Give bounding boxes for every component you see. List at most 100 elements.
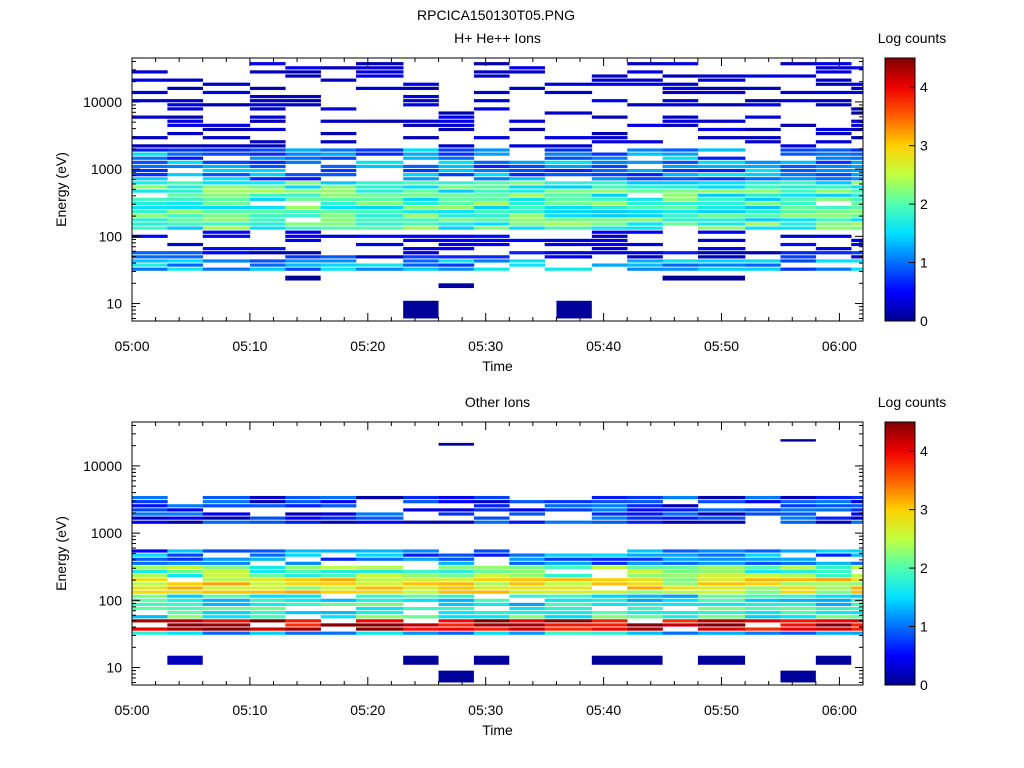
spectrogram-cell (851, 90, 863, 95)
spectrogram-cell (403, 569, 439, 574)
spectrogram-cell (509, 197, 545, 201)
y-tick-label: 10 (106, 660, 122, 676)
colorbar-tick-label: 2 (920, 196, 928, 212)
spectrogram-cell (509, 508, 545, 512)
spectrogram-cell (285, 205, 321, 210)
spectrogram-cell (167, 611, 204, 615)
spectrogram-cell (745, 140, 781, 144)
spectrogram-cell (780, 594, 817, 598)
spectrogram-cell (167, 164, 204, 169)
spectrogram-cell (662, 201, 699, 206)
spectrogram-cell (745, 594, 781, 598)
spectrogram-cell (285, 185, 321, 189)
spectrogram-cell (591, 263, 628, 267)
spectrogram-cell (403, 164, 439, 169)
spectrogram-cell (851, 615, 863, 619)
spectrogram-cell (591, 598, 628, 602)
spectrogram-cell (780, 586, 817, 590)
spectrogram-cell (851, 214, 863, 218)
spectrogram-cell (320, 164, 357, 169)
spectrogram-cell (509, 631, 545, 635)
spectrogram-cell (202, 500, 251, 504)
spectrogram-cell (780, 512, 817, 516)
spectrogram-cell (132, 598, 168, 602)
spectrogram-cell (851, 553, 863, 557)
spectrogram-cell (780, 148, 817, 152)
spectrogram-cell (851, 197, 863, 201)
spectrogram-cell (202, 160, 251, 164)
colorbar (884, 57, 916, 322)
spectrogram-cell (202, 569, 251, 574)
spectrogram-cell (473, 508, 510, 512)
spectrogram-cell (627, 520, 663, 524)
spectrogram-cell (285, 189, 321, 193)
spectrogram-cell (627, 201, 663, 206)
spectrogram-cell (509, 119, 545, 123)
spectrogram-cell (249, 94, 286, 99)
spectrogram-cell (132, 144, 168, 148)
spectrogram-cell (285, 99, 321, 103)
x-axis-label: Time (482, 722, 513, 738)
colorbar-tick-label: 2 (920, 560, 928, 576)
spectrogram-cell (697, 136, 746, 140)
spectrogram-cell (167, 78, 204, 82)
spectrogram-cell (544, 238, 593, 243)
spectrogram-cell (320, 201, 357, 206)
spectrogram-cell (662, 86, 699, 90)
spectrogram-cell (320, 152, 357, 156)
spectrogram-cell (851, 565, 863, 570)
spectrogram-cell (167, 156, 204, 160)
spectrogram-cell (591, 189, 628, 193)
spectrogram-cell (544, 181, 593, 185)
spectrogram-cell (627, 160, 663, 164)
spectrogram-cell (662, 565, 699, 570)
spectrogram-cell (202, 267, 251, 271)
spectrogram-cell (544, 164, 593, 169)
spectrogram-cell (662, 205, 699, 210)
spectrogram-cell (356, 193, 404, 197)
spectrogram-cell (438, 267, 475, 271)
colorbar-tick-label: 3 (920, 138, 928, 154)
spectrogram-cell (851, 185, 863, 189)
spectrogram-cell (627, 508, 663, 512)
spectrogram-cell (544, 627, 593, 631)
spectrogram-cell (697, 255, 746, 259)
spectrogram-cell (132, 259, 168, 263)
spectrogram-cell (167, 569, 204, 574)
spectrogram-cell (167, 565, 204, 570)
spectrogram-cell (249, 226, 286, 230)
spectrogram-cell (403, 549, 439, 553)
spectrogram-cell (544, 193, 593, 197)
spectrogram-cell (438, 565, 475, 570)
spectrogram-cell (202, 136, 251, 140)
spectrogram-cell (285, 549, 321, 553)
spectrogram-cell (851, 218, 863, 222)
spectrogram-cell (356, 549, 404, 553)
spectrogram-cell (544, 582, 593, 586)
spectrogram-cell (815, 267, 852, 271)
spectrogram-cell (662, 189, 699, 193)
spectrogram-cell (509, 205, 545, 210)
spectrogram-cell (697, 606, 746, 611)
spectrogram-cell (132, 574, 168, 578)
spectrogram-cell (438, 181, 475, 185)
spectrogram-cell (544, 520, 593, 524)
spectrogram-cell (697, 598, 746, 602)
spectrogram-cell (320, 214, 357, 218)
spectrogram-cell (780, 565, 817, 570)
spectrogram-cell (249, 504, 286, 508)
spectrogram-cell (591, 131, 628, 136)
spectrogram-cell (202, 602, 251, 607)
spectrogram-cell (544, 90, 593, 95)
spectrogram-cell (132, 99, 168, 103)
spectrogram-cell (167, 115, 204, 119)
spectrogram-cell (815, 103, 852, 107)
spectrogram-cell (697, 586, 746, 590)
spectrogram-cell (403, 615, 439, 619)
spectrogram-cell (167, 103, 204, 107)
spectrogram-cell (320, 263, 357, 267)
spectrogram-cell (815, 247, 852, 251)
spectrogram-cell (473, 189, 510, 193)
spectrogram-cell (591, 74, 628, 78)
spectrogram-cell (780, 251, 817, 255)
